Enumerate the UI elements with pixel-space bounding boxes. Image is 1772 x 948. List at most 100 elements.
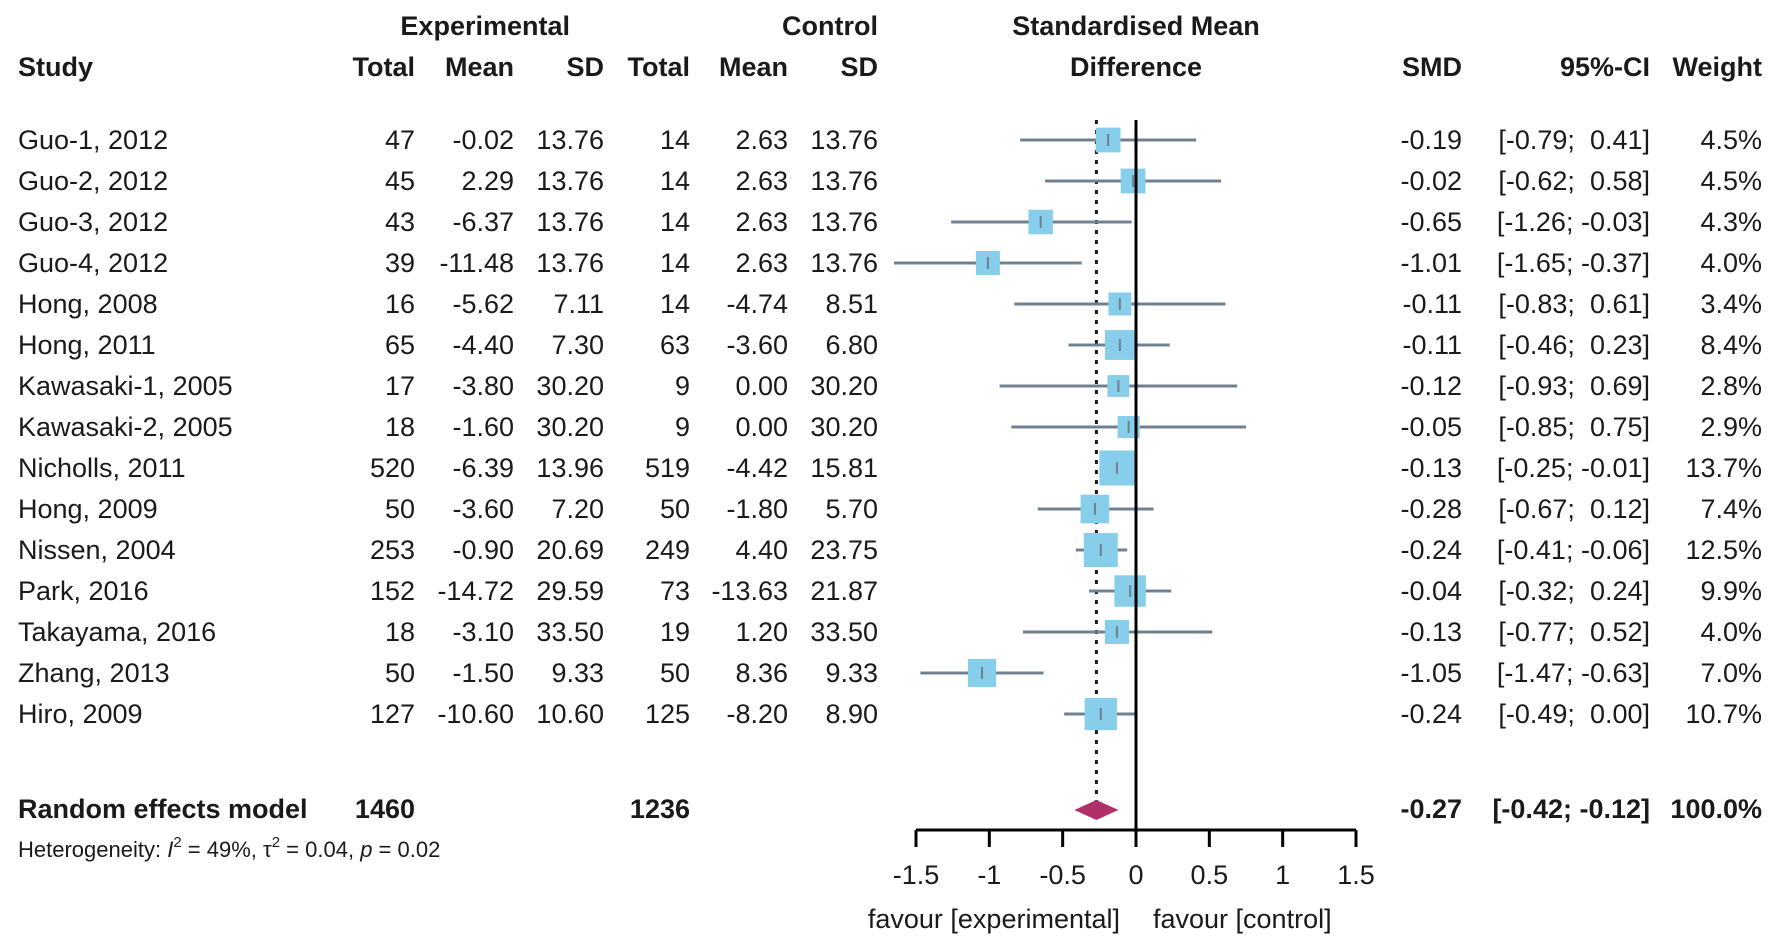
exp-total: 253: [370, 535, 415, 565]
ctl-total: 14: [660, 289, 690, 319]
exp-sd: 7.30: [551, 330, 604, 360]
smd-value: -1.05: [1400, 658, 1462, 688]
ci-value: [-0.67; 0.12]: [1498, 494, 1650, 524]
exp-total: 50: [385, 658, 415, 688]
ctl-total: 125: [645, 699, 690, 729]
smd-value: -0.12: [1400, 371, 1462, 401]
ctl-mean: 2.63: [735, 166, 788, 196]
weight-value: 7.4%: [1700, 494, 1762, 524]
weight-value: 13.7%: [1685, 453, 1762, 483]
axis-tick-label: -0.5: [1039, 860, 1086, 890]
study-name: Hong, 2011: [18, 330, 156, 360]
weight-value: 3.4%: [1700, 289, 1762, 319]
ci-value: [-0.49; 0.00]: [1498, 699, 1650, 729]
ctl-mean: 4.40: [735, 535, 788, 565]
ctl-mean: 2.63: [735, 248, 788, 278]
table-row: Hong, 2011 65 -4.40 7.30 63 -3.60 6.80 -0.11 [-0…: [18, 330, 1762, 360]
ci-value: [-0.41; -0.06]: [1497, 535, 1650, 565]
exp-mean: -14.72: [437, 576, 514, 606]
ci-value: [-0.83; 0.61]: [1498, 289, 1650, 319]
ctl-mean: 1.20: [735, 617, 788, 647]
ctl-sd: 13.76: [810, 248, 878, 278]
header-exp-sd: SD: [566, 52, 604, 82]
weight-value: 8.4%: [1700, 330, 1762, 360]
heterogeneity-p-symbol: p: [359, 837, 372, 862]
study-name: Hiro, 2009: [18, 699, 143, 729]
ctl-sd: 21.87: [810, 576, 878, 606]
ci-value: [-0.77; 0.52]: [1498, 617, 1650, 647]
ctl-mean: -4.74: [726, 289, 788, 319]
ctl-total: 14: [660, 125, 690, 155]
heterogeneity-prefix: Heterogeneity:: [18, 837, 167, 862]
axis-tick-label: 1: [1275, 860, 1290, 890]
table-row: Guo-1, 2012 47 -0.02 13.76 14 2.63 13.76 -0.19 […: [18, 125, 1762, 155]
exp-total: 16: [385, 289, 415, 319]
weight-value: 2.9%: [1700, 412, 1762, 442]
favour-experimental-label: favour [experimental]: [868, 904, 1120, 934]
weight-value: 2.8%: [1700, 371, 1762, 401]
study-name: Zhang, 2013: [18, 658, 170, 688]
ctl-sd: 13.76: [810, 125, 878, 155]
exp-sd: 13.76: [536, 166, 604, 196]
header-study: Study: [18, 52, 93, 82]
smd-value: -0.11: [1402, 330, 1462, 360]
exp-sd: 7.20: [551, 494, 604, 524]
study-name: Hong, 2009: [18, 494, 158, 524]
ci-value: [-1.65; -0.37]: [1497, 248, 1650, 278]
ci-value: [-0.62; 0.58]: [1498, 166, 1650, 196]
header-ctl-sd: SD: [840, 52, 878, 82]
study-name: Takayama, 2016: [18, 617, 216, 647]
exp-mean: -0.02: [452, 125, 514, 155]
weight-value: 9.9%: [1700, 576, 1762, 606]
exp-total: 65: [385, 330, 415, 360]
axis-tick-label: -1.5: [893, 860, 940, 890]
header-ctl-total: Total: [628, 52, 691, 82]
header-effect-title-line2: Difference: [1070, 52, 1202, 82]
ctl-total: 14: [660, 248, 690, 278]
ctl-sd: 30.20: [810, 412, 878, 442]
smd-value: -1.01: [1400, 248, 1462, 278]
summary-exp-total: 1460: [355, 794, 415, 824]
study-name: Nissen, 2004: [18, 535, 176, 565]
smd-value: -0.24: [1400, 535, 1462, 565]
exp-sd: 13.76: [536, 207, 604, 237]
ci-value: [-0.46; 0.23]: [1498, 330, 1650, 360]
exp-mean: -10.60: [437, 699, 514, 729]
exp-sd: 30.20: [536, 371, 604, 401]
heterogeneity-i-value: = 49%,: [182, 837, 263, 862]
heterogeneity-tau-sup: 2: [272, 834, 280, 851]
pooled-diamond: [1074, 800, 1119, 820]
study-name: Hong, 2008: [18, 289, 158, 319]
table-row: Hong, 2009 50 -3.60 7.20 50 -1.80 5.70 -0.28 [-0…: [18, 494, 1762, 524]
header-exp-total: Total: [353, 52, 416, 82]
heterogeneity-tau-value: = 0.04,: [280, 837, 360, 862]
study-name: Guo-2, 2012: [18, 166, 168, 196]
table-row: Takayama, 2016 18 -3.10 33.50 19 1.20 33.50 -0.…: [18, 617, 1762, 647]
exp-sd: 13.96: [536, 453, 604, 483]
exp-mean: -3.60: [452, 494, 514, 524]
heterogeneity-i-symbol: I: [167, 837, 173, 862]
heterogeneity-i-sup: 2: [173, 834, 181, 851]
ctl-mean: -1.80: [726, 494, 788, 524]
axis-tick-label: 0.5: [1191, 860, 1229, 890]
table-row: Nissen, 2004 253 -0.90 20.69 249 4.40 23.75 -0.…: [18, 535, 1762, 565]
exp-total: 47: [385, 125, 415, 155]
exp-sd: 33.50: [536, 617, 604, 647]
heterogeneity-text: Heterogeneity: I2 = 49%, τ2 = 0.04, p = …: [18, 834, 440, 862]
weight-value: 4.3%: [1700, 207, 1762, 237]
summary-label: Random effects model: [18, 794, 308, 824]
smd-value: -0.11: [1402, 289, 1462, 319]
exp-sd: 9.33: [551, 658, 604, 688]
exp-total: 17: [385, 371, 415, 401]
header-group-control: Control: [782, 11, 878, 41]
exp-sd: 20.69: [536, 535, 604, 565]
ci-value: [-1.47; -0.63]: [1497, 658, 1650, 688]
axis-tick-label: -1: [977, 860, 1001, 890]
table-row: Hong, 2008 16 -5.62 7.11 14 -4.74 8.51 -0.11 [-0…: [18, 289, 1762, 319]
weight-value: 4.0%: [1700, 617, 1762, 647]
ctl-total: 50: [660, 494, 690, 524]
ci-value: [-0.32; 0.24]: [1498, 576, 1650, 606]
header-group-experimental: Experimental: [400, 11, 570, 41]
summary-smd: -0.27: [1400, 794, 1462, 824]
smd-value: -0.13: [1400, 617, 1462, 647]
